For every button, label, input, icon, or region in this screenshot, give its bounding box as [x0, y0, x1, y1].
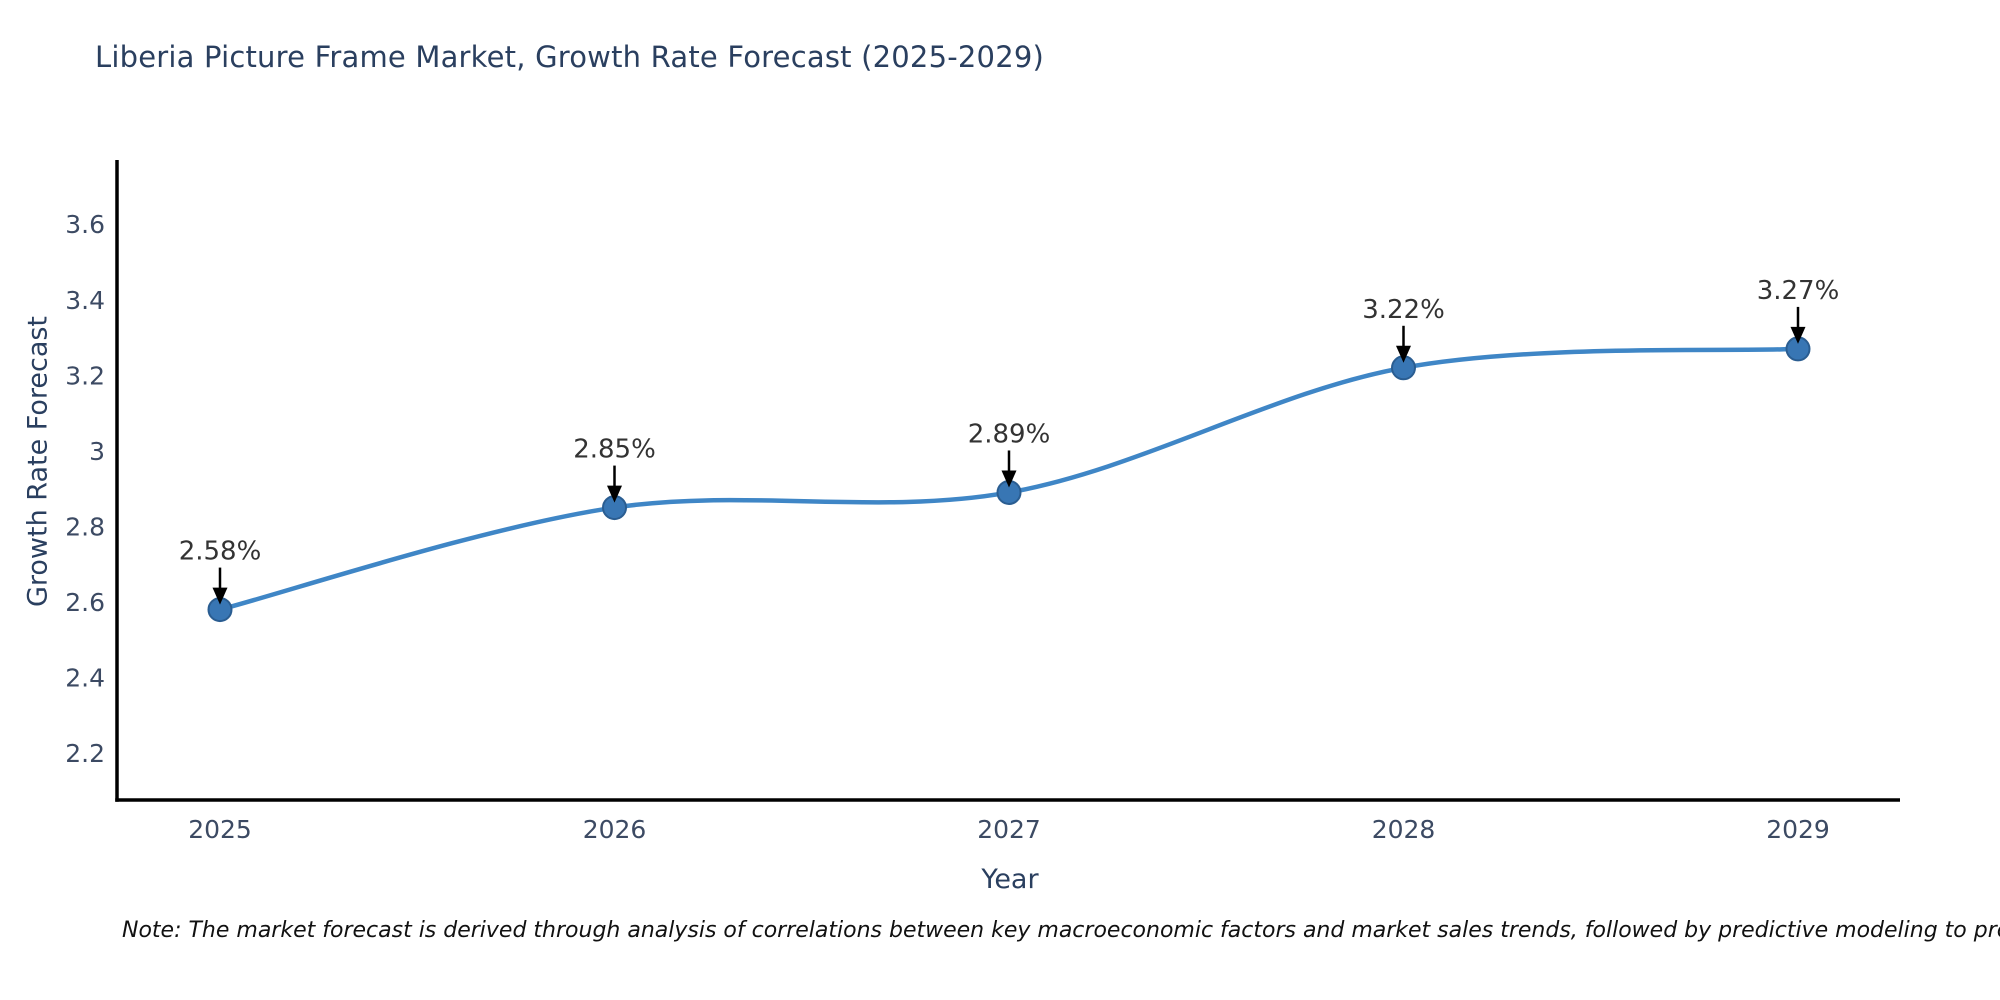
y-tick-label: 2.2 [65, 739, 105, 768]
point-annotation-label: 3.22% [1362, 295, 1445, 325]
y-axis-title: Growth Rate Forecast [22, 315, 54, 608]
annotation-arrowhead [1001, 470, 1017, 488]
point-annotation-label: 2.85% [573, 435, 656, 465]
footnote: Note: The market forecast is derived thr… [122, 918, 2000, 943]
point-annotation-label: 3.27% [1757, 276, 1840, 306]
y-tick-label: 3.6 [65, 210, 105, 239]
point-annotation-label: 2.89% [968, 419, 1051, 449]
x-tick-label: 2025 [188, 815, 252, 844]
annotation-arrowhead [607, 485, 622, 503]
y-tick-label: 2.8 [65, 512, 105, 541]
x-tick-label: 2027 [977, 815, 1041, 844]
y-tick-labels: 2.2 2.4 2.6 2.8 3 3.2 3.4 3.6 [65, 210, 105, 768]
annotation-arrowhead [1790, 326, 1806, 344]
y-tick-label: 3.2 [65, 361, 105, 390]
y-tick-label: 2.4 [65, 664, 105, 693]
annotation-arrowhead [1396, 345, 1411, 363]
x-tick-label: 2029 [1766, 815, 1830, 844]
x-tick-label: 2028 [1372, 815, 1436, 844]
point-annotations: 2.58% 2.85% 2.89% 3.22% 3.27% [179, 276, 1840, 605]
x-tick-label: 2026 [583, 815, 647, 844]
forecast-series [207, 336, 1811, 623]
x-tick-labels: 2025 2026 2027 2028 2029 [188, 815, 1830, 844]
y-tick-label: 2.6 [65, 588, 105, 617]
y-tick-label: 3.4 [65, 286, 105, 315]
x-axis-title: Year [981, 864, 1039, 895]
chart-title: Liberia Picture Frame Market, Growth Rat… [95, 40, 1045, 74]
annotation-arrowhead [212, 587, 228, 605]
y-tick-label: 3 [89, 437, 105, 466]
point-annotation-label: 2.58% [179, 537, 262, 567]
